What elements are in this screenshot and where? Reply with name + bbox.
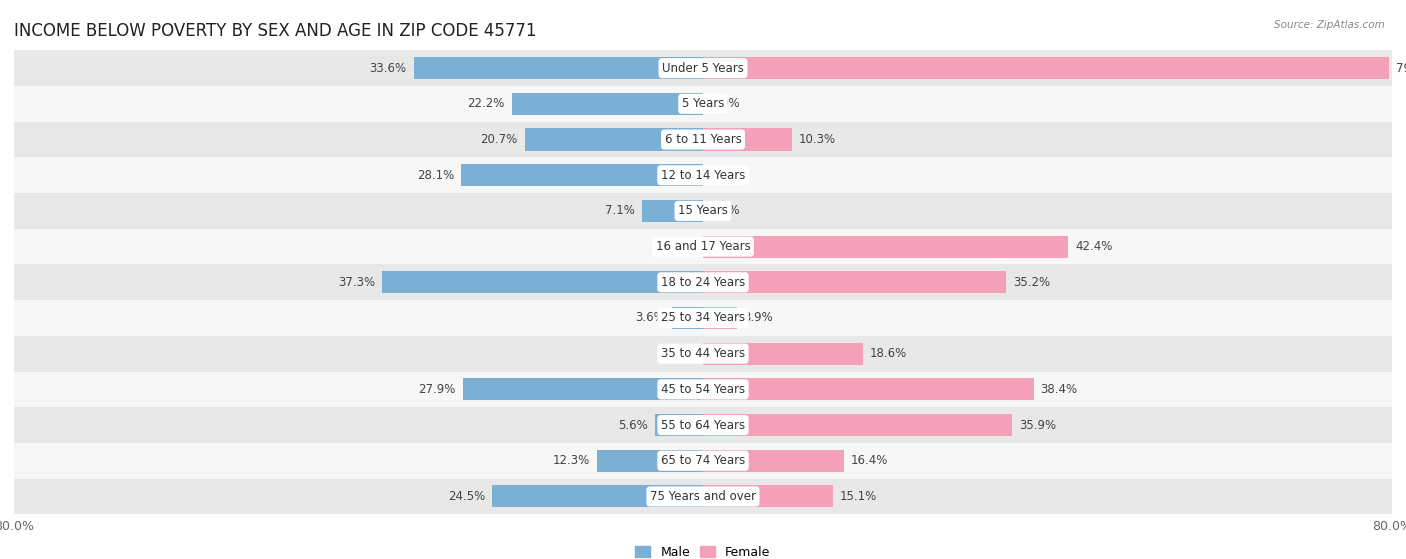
Text: 15.1%: 15.1%	[839, 490, 877, 503]
Bar	[643, 200, 703, 222]
Bar	[14, 86, 1392, 122]
Bar	[703, 57, 1389, 79]
Text: 12 to 14 Years: 12 to 14 Years	[661, 169, 745, 182]
Bar	[382, 271, 703, 293]
Bar	[14, 193, 1392, 229]
Bar	[14, 229, 1392, 264]
Text: 10.3%: 10.3%	[799, 133, 835, 146]
Bar	[703, 449, 844, 472]
Bar	[14, 50, 1392, 86]
Text: 5.6%: 5.6%	[619, 419, 648, 432]
Legend: Male, Female: Male, Female	[630, 541, 776, 559]
Bar	[14, 158, 1392, 193]
Bar	[512, 93, 703, 115]
Text: 12.3%: 12.3%	[553, 454, 591, 467]
Bar	[463, 378, 703, 400]
Text: 24.5%: 24.5%	[449, 490, 485, 503]
Text: 0.0%: 0.0%	[666, 240, 696, 253]
Bar	[14, 264, 1392, 300]
Bar	[14, 122, 1392, 158]
Text: 6 to 11 Years: 6 to 11 Years	[665, 133, 741, 146]
Bar	[655, 414, 703, 436]
Text: 3.6%: 3.6%	[636, 311, 665, 324]
Text: 35.2%: 35.2%	[1012, 276, 1050, 289]
Bar	[461, 164, 703, 186]
Text: 5 Years: 5 Years	[682, 97, 724, 110]
Text: 22.2%: 22.2%	[468, 97, 505, 110]
Bar	[14, 336, 1392, 372]
Text: 7.1%: 7.1%	[605, 205, 636, 217]
Text: 16 and 17 Years: 16 and 17 Years	[655, 240, 751, 253]
Bar	[703, 271, 1007, 293]
Bar	[14, 479, 1392, 514]
Text: 35.9%: 35.9%	[1019, 419, 1056, 432]
Text: 75 Years and over: 75 Years and over	[650, 490, 756, 503]
Bar	[598, 449, 703, 472]
Text: 18.6%: 18.6%	[870, 347, 907, 360]
Text: 65 to 74 Years: 65 to 74 Years	[661, 454, 745, 467]
Bar	[14, 443, 1392, 479]
Bar	[703, 378, 1033, 400]
Bar	[703, 485, 832, 508]
Bar	[672, 307, 703, 329]
Bar	[524, 129, 703, 150]
Text: 0.0%: 0.0%	[710, 169, 740, 182]
Bar	[703, 307, 737, 329]
Bar	[703, 235, 1069, 258]
Bar	[14, 300, 1392, 336]
Text: 0.0%: 0.0%	[710, 97, 740, 110]
Text: 20.7%: 20.7%	[481, 133, 517, 146]
Text: INCOME BELOW POVERTY BY SEX AND AGE IN ZIP CODE 45771: INCOME BELOW POVERTY BY SEX AND AGE IN Z…	[14, 22, 537, 40]
Bar	[14, 372, 1392, 407]
Text: 0.0%: 0.0%	[666, 347, 696, 360]
Text: 3.9%: 3.9%	[744, 311, 773, 324]
Text: Source: ZipAtlas.com: Source: ZipAtlas.com	[1274, 20, 1385, 30]
Text: 16.4%: 16.4%	[851, 454, 889, 467]
Bar	[703, 343, 863, 364]
Text: 45 to 54 Years: 45 to 54 Years	[661, 383, 745, 396]
Text: 27.9%: 27.9%	[419, 383, 456, 396]
Text: 35 to 44 Years: 35 to 44 Years	[661, 347, 745, 360]
Text: 42.4%: 42.4%	[1076, 240, 1112, 253]
Bar	[703, 414, 1012, 436]
Text: 28.1%: 28.1%	[416, 169, 454, 182]
Text: 33.6%: 33.6%	[370, 61, 406, 75]
Text: 79.7%: 79.7%	[1396, 61, 1406, 75]
Text: 55 to 64 Years: 55 to 64 Years	[661, 419, 745, 432]
Text: 25 to 34 Years: 25 to 34 Years	[661, 311, 745, 324]
Text: Under 5 Years: Under 5 Years	[662, 61, 744, 75]
Bar	[14, 407, 1392, 443]
Text: 37.3%: 37.3%	[337, 276, 375, 289]
Bar	[492, 485, 703, 508]
Bar	[413, 57, 703, 79]
Text: 18 to 24 Years: 18 to 24 Years	[661, 276, 745, 289]
Text: 0.0%: 0.0%	[710, 205, 740, 217]
Text: 38.4%: 38.4%	[1040, 383, 1078, 396]
Bar	[703, 129, 792, 150]
Text: 15 Years: 15 Years	[678, 205, 728, 217]
